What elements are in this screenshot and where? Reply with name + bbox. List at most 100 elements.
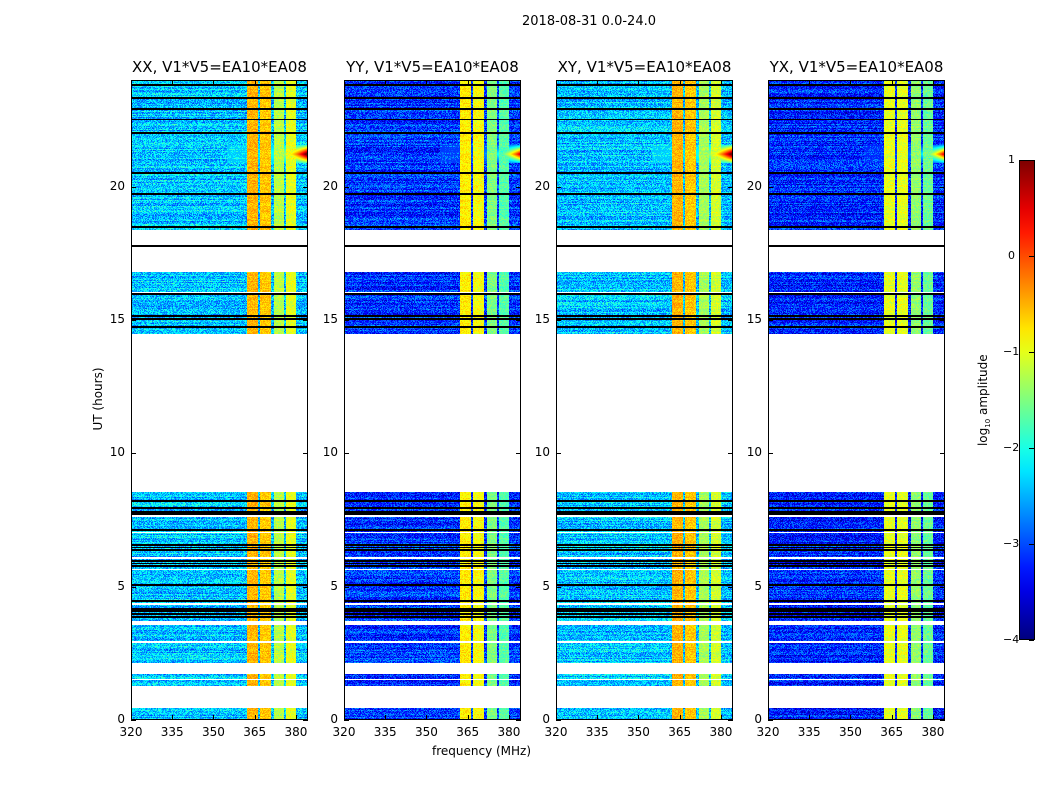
colorbar-tick-label: −3 [1003, 537, 1020, 550]
x-tick-label: 335 [797, 725, 821, 739]
heatmap-image [557, 81, 732, 719]
x-tick-label: 335 [585, 725, 609, 739]
heatmap-panel [131, 80, 308, 720]
colorbar-tick-label: −1 [1003, 345, 1020, 358]
y-tick-label: 10 [746, 445, 762, 460]
x-tick-mark [385, 715, 387, 720]
y-tick-mark [131, 320, 136, 321]
y-tick-mark [516, 320, 521, 321]
y-tick-mark [516, 586, 521, 588]
y-tick-label: 0 [117, 712, 125, 726]
y-tick-label: 10 [322, 445, 338, 460]
x-tick-mark [809, 715, 811, 720]
x-tick-label: 380 [284, 725, 308, 739]
y-tick-mark [344, 186, 349, 188]
y-tick-mark [728, 453, 733, 455]
colorbar-label-sub: 10 [984, 418, 993, 428]
x-tick-label: 350 [415, 725, 438, 739]
colorbar-tick-label: 1 [1008, 153, 1015, 166]
colorbar-label: log10 amplitude [976, 350, 992, 450]
x-tick-mark [891, 715, 893, 720]
x-tick-mark [932, 715, 934, 720]
x-tick-mark [131, 80, 132, 85]
x-tick-label: 365 [880, 725, 904, 739]
x-tick-mark [426, 80, 428, 85]
y-tick-label: 5 [754, 578, 762, 593]
y-tick-mark [728, 320, 733, 321]
x-tick-label: 380 [921, 725, 945, 739]
y-tick-mark [768, 186, 773, 188]
y-tick-mark [556, 586, 561, 588]
y-tick-label: 20 [746, 178, 762, 193]
x-tick-mark [295, 80, 297, 85]
heatmap-image [132, 81, 307, 719]
x-tick-mark [556, 80, 557, 85]
y-tick-mark [131, 586, 136, 588]
y-tick-mark [303, 453, 308, 455]
y-tick-mark [344, 720, 349, 721]
figure-title: 2018-08-31 0.0-24.0 [522, 14, 656, 29]
x-tick-label: 320 [544, 725, 568, 739]
y-tick-mark [344, 453, 349, 455]
x-tick-mark [720, 80, 722, 85]
x-tick-mark [385, 80, 387, 85]
x-tick-label: 380 [709, 725, 733, 739]
y-tick-label: 0 [754, 712, 762, 726]
colorbar-tick-mark [1029, 352, 1034, 353]
x-tick-label: 380 [497, 725, 521, 739]
colorbar-tick-mark [1029, 544, 1034, 545]
x-tick-mark [809, 80, 811, 85]
x-tick-label: 350 [202, 725, 225, 739]
x-tick-mark [850, 80, 852, 85]
y-tick-label: 20 [534, 178, 550, 193]
y-tick-label: 0 [330, 712, 338, 726]
y-tick-label: 15 [109, 312, 125, 326]
colorbar-tick-label: 0 [1008, 249, 1015, 262]
colorbar-tick-label: −4 [1003, 633, 1020, 646]
x-tick-label: 365 [668, 725, 692, 739]
x-tick-mark [597, 80, 599, 85]
x-tick-mark [638, 715, 640, 720]
heatmap-panel [768, 80, 945, 720]
x-tick-mark [344, 80, 345, 85]
x-tick-mark [556, 715, 557, 720]
y-tick-mark [768, 453, 773, 455]
colorbar-tick-label: −2 [1003, 441, 1020, 454]
x-tick-mark [638, 80, 640, 85]
colorbar-tick-mark [1029, 448, 1034, 449]
y-tick-label: 5 [330, 578, 338, 593]
x-tick-label: 320 [119, 725, 143, 739]
y-tick-mark [344, 320, 349, 321]
y-tick-label: 10 [109, 445, 125, 460]
y-tick-mark [940, 453, 945, 455]
y-tick-mark [728, 586, 733, 588]
x-tick-mark [172, 715, 174, 720]
y-axis-label: UT (hours) [91, 367, 105, 431]
y-tick-label: 15 [534, 312, 550, 326]
x-tick-mark [850, 715, 852, 720]
heatmap-panel [344, 80, 521, 720]
x-tick-mark [213, 715, 215, 720]
x-tick-mark [679, 80, 681, 85]
panel-title: YY, V1*V5=EA10*EA08 [346, 58, 519, 76]
y-tick-mark [516, 186, 521, 188]
x-tick-mark [932, 80, 934, 85]
y-tick-mark [516, 720, 521, 721]
panel-title: YX, V1*V5=EA10*EA08 [769, 58, 944, 76]
colorbar-tick-mark [1029, 640, 1034, 641]
y-tick-mark [556, 186, 561, 188]
x-tick-mark [508, 80, 510, 85]
heatmap-image [769, 81, 944, 719]
y-tick-mark [940, 320, 945, 321]
colorbar [1019, 160, 1035, 640]
y-tick-label: 15 [746, 312, 762, 326]
x-tick-mark [131, 715, 132, 720]
y-tick-mark [940, 586, 945, 588]
x-axis-label: frequency (MHz) [432, 744, 532, 758]
x-tick-mark [597, 715, 599, 720]
y-tick-label: 20 [322, 178, 338, 193]
y-tick-mark [768, 320, 773, 321]
x-tick-mark [426, 715, 428, 720]
x-tick-mark [344, 715, 345, 720]
